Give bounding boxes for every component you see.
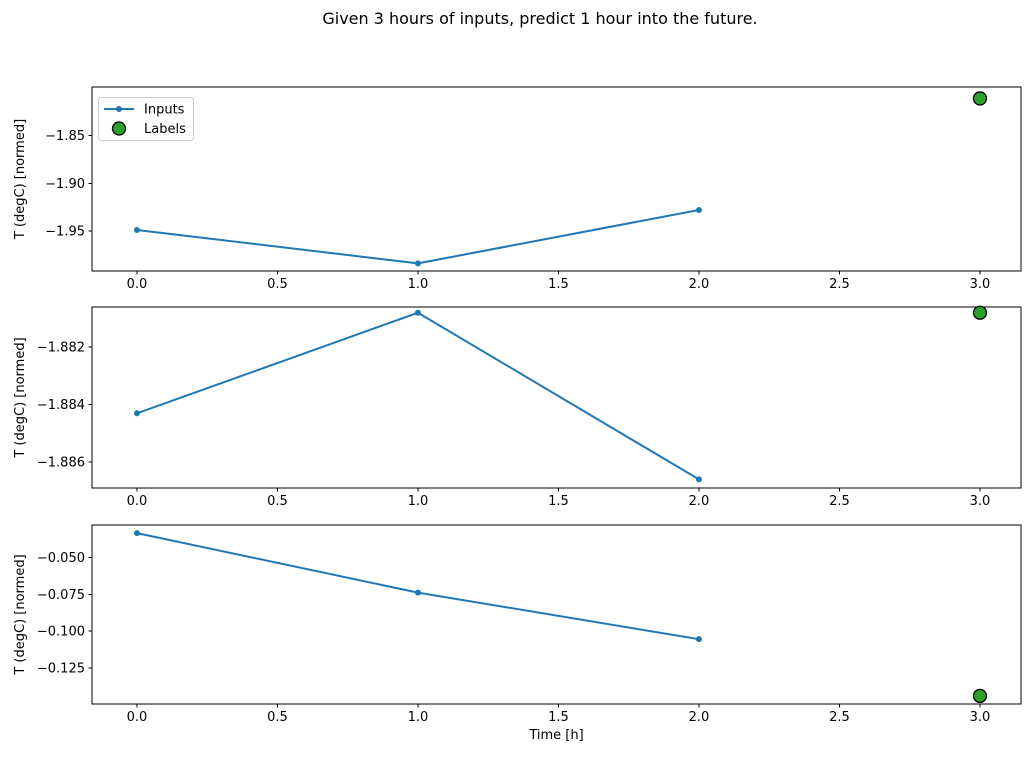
x-tick-label: 1.0	[408, 494, 429, 509]
x-tick-label: 3.0	[970, 277, 991, 292]
x-tick-label: 0.5	[267, 494, 288, 509]
x-tick-label: 0.0	[127, 277, 148, 292]
x-tick-label: 2.0	[689, 494, 710, 509]
x-tick-label: 1.5	[548, 494, 569, 509]
x-tick-label: 2.5	[829, 494, 850, 509]
labels-point	[972, 305, 988, 320]
legend-labels-marker	[111, 121, 127, 136]
y-tick-label: −0.125	[37, 662, 85, 677]
inputs-marker	[414, 589, 421, 596]
y-axis-label: T (degC) [normed]	[13, 119, 28, 240]
labels-point	[972, 688, 988, 704]
inputs-marker	[695, 476, 702, 483]
legend: Inputs Labels	[98, 97, 194, 141]
y-tick-label: −1.886	[37, 456, 85, 471]
inputs-marker	[414, 309, 421, 316]
inputs-marker	[133, 227, 140, 234]
x-tick-label: 3.0	[970, 710, 991, 725]
inputs-marker	[695, 206, 702, 213]
y-tick-label: −0.100	[37, 625, 85, 640]
legend-labels-label: Labels	[144, 122, 186, 137]
legend-inputs-marker	[116, 106, 122, 112]
y-tick-label: −0.050	[37, 551, 85, 566]
y-tick-label: −1.884	[37, 398, 85, 413]
x-tick-label: 1.5	[548, 710, 569, 725]
axes-frame	[91, 306, 1022, 489]
x-axis-label: Time [h]	[528, 728, 583, 743]
x-tick-label: 2.0	[689, 277, 710, 292]
x-tick-label: 0.0	[127, 710, 148, 725]
labels-point	[972, 91, 988, 106]
inputs-marker	[133, 410, 140, 417]
x-tick-label: 2.5	[829, 277, 850, 292]
x-tick-label: 2.5	[829, 710, 850, 725]
axes-root: 0.0 0.5 1.0 1.5 2.0 2.5 3.0 −1.85 −1.90 −1.95 T (d…	[13, 86, 1022, 743]
y-tick-label: −0.075	[37, 588, 85, 603]
subplot-3: 0.0 0.5 1.0 1.5 2.0 2.5 3.0 −0.050 −0.075 −0.100 −…	[13, 524, 1022, 743]
y-tick-label: −1.85	[45, 129, 85, 144]
y-tick-label: −1.90	[45, 177, 85, 192]
axes-frame	[91, 86, 1022, 272]
x-tick-label: 1.5	[548, 277, 569, 292]
y-tick-label: −1.95	[45, 224, 85, 239]
inputs-marker	[695, 636, 702, 643]
subplot-2: 0.0 0.5 1.0 1.5 2.0 2.5 3.0 −1.882 −1.884 −1.886 T…	[13, 305, 1022, 509]
y-axis-label: T (degC) [normed]	[13, 337, 28, 458]
x-tick-label: 0.5	[267, 710, 288, 725]
figure-title: Given 3 hours of inputs, predict 1 hour …	[322, 9, 757, 28]
axes-frame	[91, 524, 1022, 705]
inputs-marker	[414, 260, 421, 267]
x-tick-label: 2.0	[689, 710, 710, 725]
inputs-marker	[133, 530, 140, 537]
x-tick-label: 1.0	[408, 710, 429, 725]
y-tick-label: −1.882	[37, 341, 85, 356]
legend-inputs-label: Inputs	[144, 103, 185, 118]
x-tick-label: 1.0	[408, 277, 429, 292]
x-tick-label: 0.0	[127, 494, 148, 509]
x-tick-label: 3.0	[970, 494, 991, 509]
subplot-1: 0.0 0.5 1.0 1.5 2.0 2.5 3.0 −1.85 −1.90 −1.95 T (d…	[13, 86, 1022, 292]
y-axis-label: T (degC) [normed]	[13, 554, 28, 675]
x-tick-label: 0.5	[267, 277, 288, 292]
